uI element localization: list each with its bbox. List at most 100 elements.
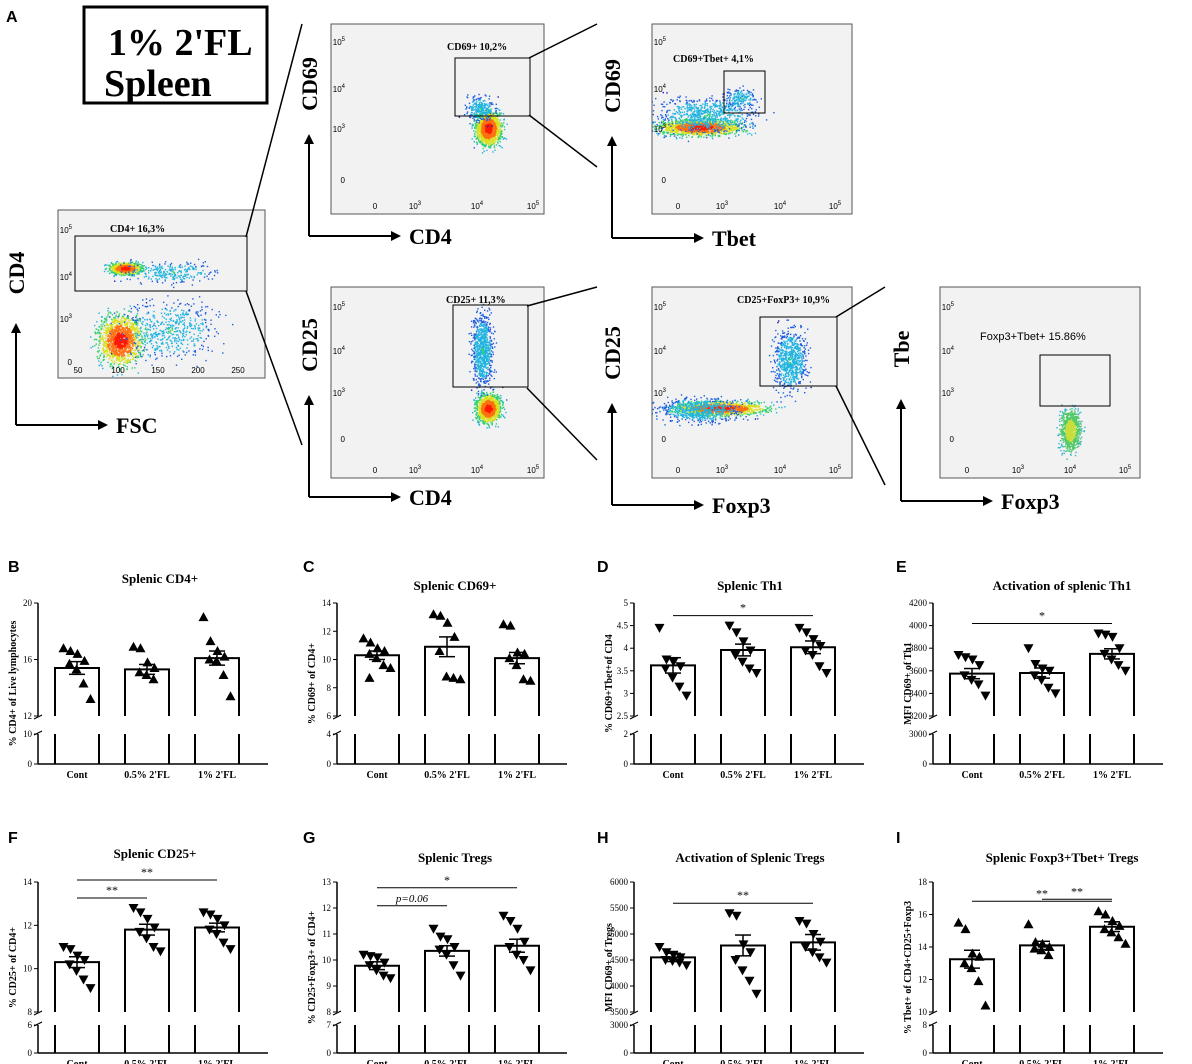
data-point-marker xyxy=(148,943,159,952)
chart-title: Splenic CD25+ xyxy=(114,846,197,861)
data-point-marker xyxy=(211,930,222,939)
data-point-marker xyxy=(79,956,90,965)
data-point-marker xyxy=(675,953,686,963)
connector-line xyxy=(835,286,886,318)
data-point-marker xyxy=(1037,938,1048,948)
data-point-marker xyxy=(142,914,153,924)
panel-letter: F xyxy=(8,830,18,847)
data-point-marker xyxy=(435,610,446,620)
x-tick-label: Cont xyxy=(66,770,88,781)
data-point-marker xyxy=(1114,644,1125,654)
y-tick-label: 0 xyxy=(28,759,33,769)
data-point-marker xyxy=(449,631,460,641)
y-axis-label: % CD25+ of CD4+ xyxy=(8,927,19,1008)
bar-chart-e: E Activation of splenic Th1 MFI CD69+ of T… xyxy=(896,559,1163,781)
significance-label: * xyxy=(1039,609,1045,623)
connector-line xyxy=(835,385,886,486)
y-tick-label: 5000 xyxy=(610,929,629,939)
data-point-marker xyxy=(724,621,735,631)
data-point-marker xyxy=(78,678,89,688)
x-tick-label: 105 xyxy=(829,465,842,475)
data-point-marker xyxy=(1107,632,1118,642)
x-tick-label: 1% 2'FL xyxy=(794,770,832,781)
y-axis-label-cd4: CD4 xyxy=(4,252,29,295)
significance-label: ** xyxy=(1071,884,1083,898)
gate-box xyxy=(723,70,766,114)
x-tick-label: Cont xyxy=(662,1059,684,1064)
data-point-marker xyxy=(751,989,762,999)
data-point-marker xyxy=(807,650,818,660)
bar-lower xyxy=(1019,734,1065,764)
density-points xyxy=(1056,404,1086,460)
data-point-marker xyxy=(1099,649,1110,659)
x-tick-label: 1% 2'FL xyxy=(498,770,536,781)
data-point-marker xyxy=(128,904,139,913)
title-line-1: 1% 2'FL xyxy=(108,22,253,64)
connector-line xyxy=(528,114,598,168)
data-point-marker xyxy=(441,671,452,681)
data-point-marker xyxy=(504,943,515,952)
x-tick-label: 0 xyxy=(676,466,681,475)
data-point-marker xyxy=(1120,666,1131,676)
x-tick-label: 0.5% 2'FL xyxy=(1019,770,1065,781)
bar-lower xyxy=(424,734,470,764)
chart-title: Splenic CD4+ xyxy=(122,571,198,586)
data-point-marker xyxy=(745,646,756,656)
x-tick-label: 0.5% 2'FL xyxy=(720,1059,766,1064)
data-point-marker xyxy=(505,620,516,630)
data-point-marker xyxy=(1023,919,1034,929)
y-tick-label: 4000 xyxy=(610,981,629,991)
data-point-marker xyxy=(219,921,230,931)
data-point-marker xyxy=(79,655,90,665)
gate-box xyxy=(454,57,531,117)
data-point-marker xyxy=(371,966,382,976)
y-tick-label: 4000 xyxy=(909,621,928,631)
data-point-marker xyxy=(455,971,466,981)
data-point-marker xyxy=(428,609,439,619)
data-point-marker xyxy=(814,953,825,963)
y-tick-label: 105 xyxy=(654,302,667,312)
flow-plot-foxp3_tbet: Foxp3+Tbet+ 15.86% 0 103 104 105 105 104 103 0 Tb… xyxy=(889,286,1141,514)
y-tick-label: 3800 xyxy=(909,643,928,653)
data-point-marker xyxy=(1106,655,1117,665)
y-tick-label: 10 xyxy=(322,955,332,965)
x-tick-label: 103 xyxy=(716,465,729,475)
y-tick-label: 16 xyxy=(918,910,928,920)
data-point-marker xyxy=(654,943,665,952)
data-point-marker xyxy=(511,660,522,670)
y-tick-label: 104 xyxy=(654,84,667,94)
data-point-marker xyxy=(198,612,209,622)
data-point-marker xyxy=(218,938,229,948)
y-tick-label: 10 xyxy=(918,1007,928,1017)
data-point-marker xyxy=(966,963,977,973)
bar-lower xyxy=(54,1025,100,1053)
y-tick-label: 12 xyxy=(23,711,32,721)
data-point-marker xyxy=(1107,916,1118,925)
x-tick-label: 103 xyxy=(716,201,729,211)
x-tick-label: 1% 2'FL xyxy=(198,770,236,781)
data-point-marker xyxy=(1100,630,1111,640)
data-point-marker xyxy=(1106,927,1117,937)
bar-lower xyxy=(1019,1025,1065,1053)
significance-label: * xyxy=(444,873,450,887)
data-point-marker xyxy=(1030,660,1041,670)
x-tick-label: 0 xyxy=(965,466,970,475)
data-point-marker xyxy=(504,653,515,663)
data-point-marker xyxy=(448,672,459,682)
data-point-marker xyxy=(205,636,216,646)
x-axis-label-fsc: FSC xyxy=(116,413,158,438)
panel-letter: C xyxy=(303,559,315,576)
bar-lower xyxy=(790,1025,836,1053)
data-point-marker xyxy=(974,661,985,671)
data-point-marker xyxy=(1023,644,1034,654)
data-point-marker xyxy=(1093,629,1104,639)
data-point-marker xyxy=(505,917,516,926)
bar-lower xyxy=(1089,734,1135,764)
y-tick-label: 105 xyxy=(333,37,346,47)
data-point-marker xyxy=(668,657,679,667)
gate-label: CD69+ 10,2% xyxy=(447,42,507,53)
significance-label: ** xyxy=(1036,886,1048,900)
data-point-marker xyxy=(794,917,805,926)
data-point-marker xyxy=(674,682,685,692)
data-point-marker xyxy=(738,940,749,950)
